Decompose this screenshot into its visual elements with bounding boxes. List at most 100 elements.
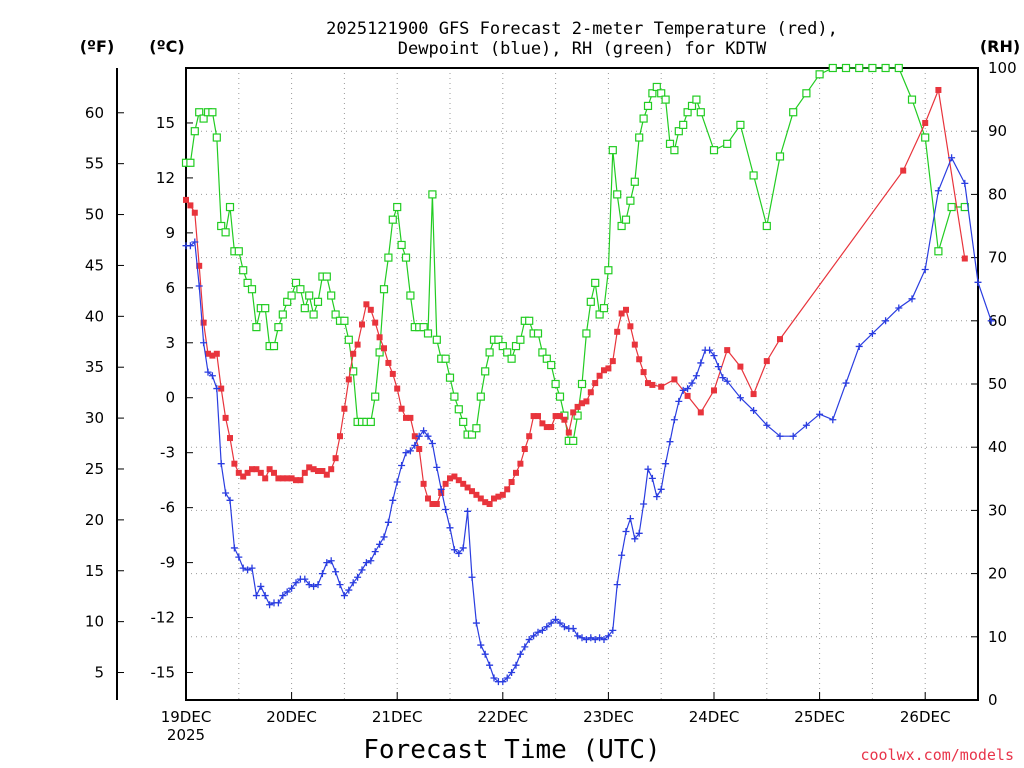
rh-point (481, 367, 490, 376)
temperature-point (222, 414, 229, 421)
temperature-point (482, 499, 489, 506)
dewpoint-point (472, 619, 480, 627)
dewpoint-point (384, 518, 392, 526)
dewpoint-point (987, 317, 995, 325)
dewpoint-point (974, 278, 982, 286)
rh-point (648, 89, 657, 98)
rh-point (243, 278, 252, 287)
temperature-point (561, 416, 568, 423)
dewpoint-point (855, 342, 863, 350)
dewpoint-point (367, 557, 375, 565)
dewpoint-point (868, 330, 876, 338)
temperature-point (403, 414, 409, 421)
rh-point (921, 133, 930, 142)
temperature-point (508, 479, 515, 486)
rh-point (375, 348, 384, 357)
dewpoint-point (750, 407, 758, 415)
temperature-point (244, 469, 251, 476)
dewpoint-point (600, 636, 608, 644)
dewpoint-point (327, 557, 335, 565)
dewpoint-point (675, 397, 683, 405)
dewpoint-point (292, 579, 300, 587)
rh-point (225, 202, 235, 212)
rh-point (802, 89, 811, 98)
rh-point (652, 82, 661, 92)
rh-point (472, 424, 481, 433)
temperature-point (460, 480, 467, 487)
rh-point (305, 291, 314, 300)
temperature-point (310, 466, 317, 473)
rh-point (313, 297, 323, 306)
dewpoint-point (503, 674, 511, 682)
dewpoint-point (618, 551, 626, 559)
rh-point (393, 202, 402, 212)
celsius-tick-label: 6 (165, 279, 175, 297)
rh-point (309, 310, 318, 319)
temperature-point (411, 433, 418, 440)
dewpoint-point (486, 661, 494, 669)
dewpoint-point (358, 566, 366, 574)
rh-point (344, 335, 353, 344)
dewpoint-point (481, 650, 489, 658)
temperature-point (196, 262, 203, 269)
rh-point (221, 228, 230, 237)
dewpoint-point (477, 641, 485, 649)
temperature-point (209, 352, 216, 359)
dewpoint-point (415, 432, 423, 440)
dewpoint-point (934, 187, 942, 195)
rh-point (599, 304, 609, 313)
temperature-point (271, 469, 277, 476)
dewpoint-point (274, 599, 282, 607)
temperature-point (583, 398, 590, 405)
temperature-point (227, 435, 233, 442)
celsius-tick-label: -12 (151, 609, 176, 627)
rh-point (283, 297, 292, 306)
rh-point (630, 177, 639, 186)
dewpoint-point (301, 575, 309, 583)
temperature-point (763, 358, 770, 365)
rh-point (815, 70, 824, 79)
temperature-point (649, 381, 656, 388)
rh-point (494, 335, 503, 344)
rh-line (186, 67, 965, 442)
temperature-point (205, 350, 211, 357)
fahrenheit-tick-label: 15 (85, 562, 104, 580)
dewpoint-point (596, 634, 604, 642)
dewpoint-point (688, 379, 696, 387)
dewpoint-point (371, 548, 379, 556)
temperature-point (614, 328, 621, 335)
dewpoint-point (446, 524, 454, 532)
dewpoint-point (569, 625, 577, 633)
rh-point (665, 139, 675, 148)
rh-point (199, 114, 208, 123)
rh-point (674, 127, 683, 136)
temperature-point (605, 365, 612, 372)
dewpoint-point (186, 242, 194, 250)
rh-tick-label: 40 (988, 438, 1007, 456)
rh-point (195, 108, 204, 117)
x-tick-label: 25DEC (794, 708, 845, 726)
dewpoint-point (613, 581, 621, 589)
dewpoint-point (279, 592, 287, 600)
rh-point (709, 146, 719, 155)
rh-point (683, 108, 692, 117)
rh-point (621, 215, 631, 224)
celsius-tick-label: 3 (165, 334, 175, 352)
rh-series (181, 63, 969, 445)
temperature-point (350, 350, 357, 357)
dewpoint-point (908, 295, 916, 303)
dewpoint-point (433, 463, 441, 471)
dewpoint-point (222, 489, 230, 497)
temperature-point (253, 466, 260, 473)
rh-point (217, 221, 226, 231)
dewpoint-point (895, 304, 903, 312)
dewpoint-point (842, 379, 850, 387)
rh-point (516, 335, 525, 344)
rh-point (190, 127, 199, 136)
rh-point (300, 304, 309, 313)
rh-point (239, 266, 248, 275)
temperature-point (288, 475, 295, 482)
dewpoint-point (679, 386, 687, 394)
rh-tick-label: 20 (988, 565, 1007, 583)
temperature-point (279, 475, 286, 482)
